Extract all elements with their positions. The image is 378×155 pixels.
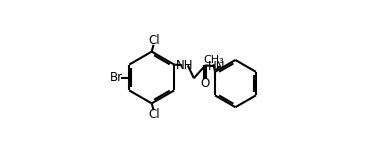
Text: NH: NH — [176, 59, 194, 72]
Text: Br: Br — [110, 71, 123, 84]
Text: HN: HN — [208, 60, 226, 73]
Text: Cl: Cl — [149, 34, 160, 47]
Text: O: O — [201, 77, 210, 90]
Text: Cl: Cl — [149, 108, 160, 121]
Text: CH₃: CH₃ — [203, 55, 224, 65]
